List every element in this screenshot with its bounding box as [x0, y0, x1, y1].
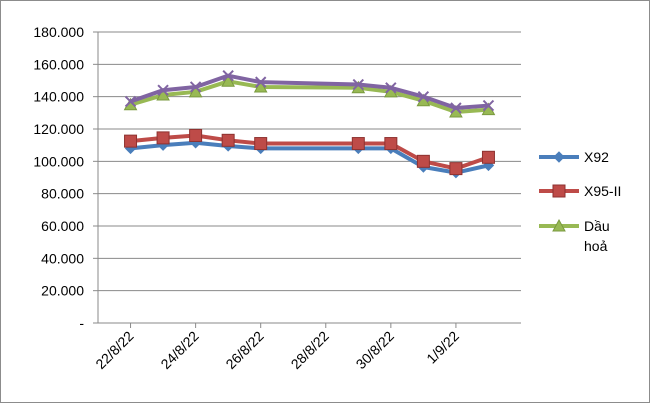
data-point — [157, 84, 169, 96]
x-tick-label: 22/8/22 — [92, 328, 136, 372]
data-point — [416, 154, 430, 168]
data-point — [254, 76, 267, 88]
legend-label: Dầu — [584, 218, 610, 234]
legend-item: X95-II — [539, 183, 621, 199]
data-point — [417, 90, 430, 103]
legend-marker — [552, 184, 566, 198]
data-point — [221, 74, 235, 87]
series-line — [129, 73, 489, 110]
series-line — [130, 133, 490, 171]
y-tick-label: 160.000 — [33, 56, 84, 72]
data-point — [481, 150, 495, 164]
series-lines — [123, 69, 496, 179]
data-point — [222, 69, 234, 82]
y-tick-label: 100.000 — [33, 153, 84, 169]
data-point — [221, 133, 235, 147]
legend-label: hoả — [584, 238, 608, 254]
data-point — [384, 137, 398, 151]
series-unlabeled — [124, 69, 495, 114]
x-tick-label: 28/8/22 — [288, 328, 332, 372]
data-point — [449, 162, 463, 176]
y-tick-label: 60.000 — [41, 218, 84, 234]
data-point — [124, 95, 137, 108]
y-tick-label: 140.000 — [33, 89, 84, 105]
data-point — [482, 99, 495, 112]
legend-marker — [552, 218, 566, 232]
data-point — [351, 137, 365, 151]
axes: - 20.000 40.000 60.000 80.000 100.000 120.000 1… — [33, 24, 521, 372]
gridlines — [98, 31, 521, 292]
series-line — [129, 79, 489, 115]
y-tick-label: 180.000 — [33, 24, 84, 40]
y-tick-label: - — [79, 315, 84, 331]
legend-item: Dầu hoả — [539, 218, 610, 254]
x-tick-label: 1/9/22 — [423, 328, 462, 367]
y-tick-label: 20.000 — [41, 283, 84, 299]
x-tick-label: 24/8/22 — [157, 328, 201, 372]
legend-item: X92 — [539, 149, 609, 165]
y-tick-label: 120.000 — [33, 121, 84, 137]
y-tick-label: 80.000 — [41, 186, 84, 202]
data-point — [385, 82, 397, 94]
x-tick-label: 30/8/22 — [353, 328, 397, 372]
data-point — [254, 137, 268, 151]
data-point — [156, 131, 170, 145]
legend-label: X92 — [584, 149, 609, 165]
data-point — [189, 81, 202, 93]
series-x95-ii — [124, 128, 495, 176]
data-point — [450, 102, 462, 114]
legend-label: X95-II — [584, 183, 621, 199]
series-line — [130, 140, 489, 175]
data-point — [352, 78, 365, 91]
y-tick-label: 40.000 — [41, 250, 84, 266]
legend-marker — [553, 151, 565, 163]
data-point — [189, 128, 203, 142]
legend: X92 X95-II Dầu hoả — [539, 149, 621, 254]
data-point — [124, 134, 138, 148]
x-tick-label: 26/8/22 — [222, 328, 266, 372]
